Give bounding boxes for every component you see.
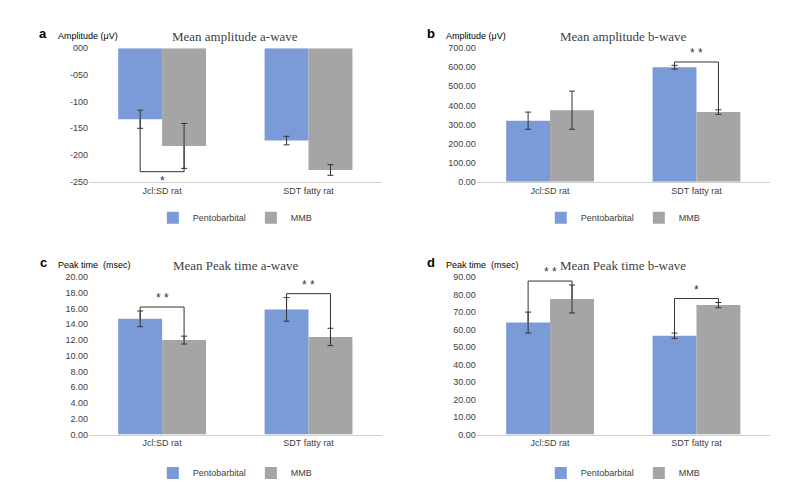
svg-text:12.00: 12.00	[65, 335, 88, 345]
svg-text:Mean Peak time b-wave: Mean Peak time b-wave	[560, 258, 686, 273]
svg-text:Mean amplitude a-wave: Mean amplitude a-wave	[172, 29, 298, 44]
svg-text:d: d	[427, 255, 435, 270]
svg-text:50.00: 50.00	[453, 342, 476, 352]
svg-text:600.00: 600.00	[448, 62, 476, 72]
svg-text:* *: * *	[156, 291, 169, 305]
svg-text:10.00: 10.00	[453, 412, 476, 422]
svg-text:-200: -200	[70, 150, 88, 160]
svg-text:Pentobarbital: Pentobarbital	[193, 213, 246, 223]
svg-text:Mean amplitude b-wave: Mean amplitude b-wave	[560, 29, 687, 44]
svg-text:* *: * *	[690, 46, 703, 60]
svg-text:Jcl:SD rat: Jcl:SD rat	[143, 438, 183, 448]
svg-text:6.00: 6.00	[70, 382, 88, 392]
svg-text:Pentobarbital: Pentobarbital	[581, 468, 634, 478]
svg-text:4.00: 4.00	[70, 398, 88, 408]
svg-text:a: a	[39, 26, 47, 41]
svg-text:* *: * *	[544, 265, 557, 279]
svg-text:14.00: 14.00	[65, 319, 88, 329]
svg-text:10.00: 10.00	[65, 351, 88, 361]
svg-text:18.00: 18.00	[65, 288, 88, 298]
svg-text:c: c	[40, 255, 47, 270]
svg-text:-250: -250	[70, 177, 88, 187]
svg-text:0.00: 0.00	[458, 430, 476, 440]
svg-text:MMB: MMB	[291, 213, 312, 223]
svg-text:70.00: 70.00	[453, 307, 476, 317]
svg-text:MMB: MMB	[679, 468, 700, 478]
svg-text:0.00: 0.00	[458, 177, 476, 187]
svg-text:SDT fatty rat: SDT fatty rat	[671, 186, 722, 196]
svg-text:Jcl:SD rat: Jcl:SD rat	[143, 186, 183, 196]
svg-text:*: *	[694, 283, 699, 297]
svg-text:700.00: 700.00	[448, 43, 476, 53]
svg-text:SDT fatty rat: SDT fatty rat	[283, 186, 334, 196]
svg-text:200.00: 200.00	[448, 139, 476, 149]
svg-text:MMB: MMB	[679, 213, 700, 223]
svg-text:Jcl:SD rat: Jcl:SD rat	[531, 438, 571, 448]
svg-text:100.00: 100.00	[448, 158, 476, 168]
svg-text:30.00: 30.00	[453, 377, 476, 387]
svg-text:8.00: 8.00	[70, 367, 88, 377]
svg-text:16.00: 16.00	[65, 304, 88, 314]
svg-text:80.00: 80.00	[453, 290, 476, 300]
svg-text:000: 000	[73, 43, 88, 53]
svg-text:Pentobarbital: Pentobarbital	[193, 468, 246, 478]
svg-text:Pentobarbital: Pentobarbital	[581, 213, 634, 223]
svg-text:Peak time (msec): Peak time (msec)	[58, 260, 131, 270]
svg-text:Jcl:SD rat: Jcl:SD rat	[531, 186, 571, 196]
svg-text:0.00: 0.00	[70, 430, 88, 440]
svg-text:SDT fatty rat: SDT fatty rat	[283, 438, 334, 448]
svg-text:Peak time (msec): Peak time (msec)	[446, 260, 519, 270]
svg-text:-050: -050	[70, 70, 88, 80]
svg-text:-100: -100	[70, 97, 88, 107]
svg-text:-150: -150	[70, 123, 88, 133]
svg-text:2.00: 2.00	[70, 414, 88, 424]
svg-text:b: b	[427, 26, 435, 41]
svg-text:Amplitude (μV): Amplitude (μV)	[58, 31, 118, 41]
svg-text:SDT fatty rat: SDT fatty rat	[671, 438, 722, 448]
svg-text:Amplitude (μV): Amplitude (μV)	[446, 31, 506, 41]
svg-text:90.00: 90.00	[453, 272, 476, 282]
svg-text:Mean Peak time a-wave: Mean Peak time a-wave	[173, 258, 298, 273]
svg-text:*: *	[160, 174, 165, 188]
svg-text:* *: * *	[302, 278, 315, 292]
svg-text:300.00: 300.00	[448, 120, 476, 130]
svg-text:500.00: 500.00	[448, 81, 476, 91]
svg-text:400.00: 400.00	[448, 101, 476, 111]
svg-text:60.00: 60.00	[453, 325, 476, 335]
svg-text:20.00: 20.00	[453, 395, 476, 405]
svg-text:20.00: 20.00	[65, 272, 88, 282]
svg-text:MMB: MMB	[291, 468, 312, 478]
svg-text:40.00: 40.00	[453, 360, 476, 370]
